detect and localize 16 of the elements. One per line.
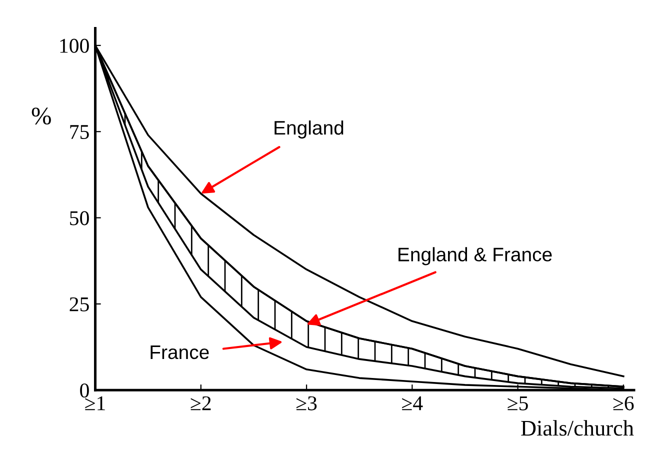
y-tick-label: 50 — [70, 211, 89, 226]
x-axis-title: Dials/church — [521, 420, 634, 436]
x-tick-label: ≥3 — [296, 396, 317, 410]
x-tick-label: ≥6 — [613, 396, 634, 410]
x-tick-label: ≥4 — [402, 396, 423, 410]
y-tick-label: 100 — [60, 38, 89, 53]
y-tick-label: 25 — [70, 297, 89, 312]
annotation: France — [150, 346, 209, 360]
x-tick-label: ≥5 — [508, 396, 528, 410]
x-tick-label: ≥1 — [85, 396, 105, 410]
x-tick-label: ≥2 — [190, 396, 211, 410]
annotation: England — [274, 120, 344, 139]
y-axis-title: % — [32, 108, 51, 125]
y-tick-label: 0 — [80, 383, 89, 398]
y-tick-label: 75 — [70, 125, 89, 140]
annotation: England & France — [398, 247, 552, 266]
